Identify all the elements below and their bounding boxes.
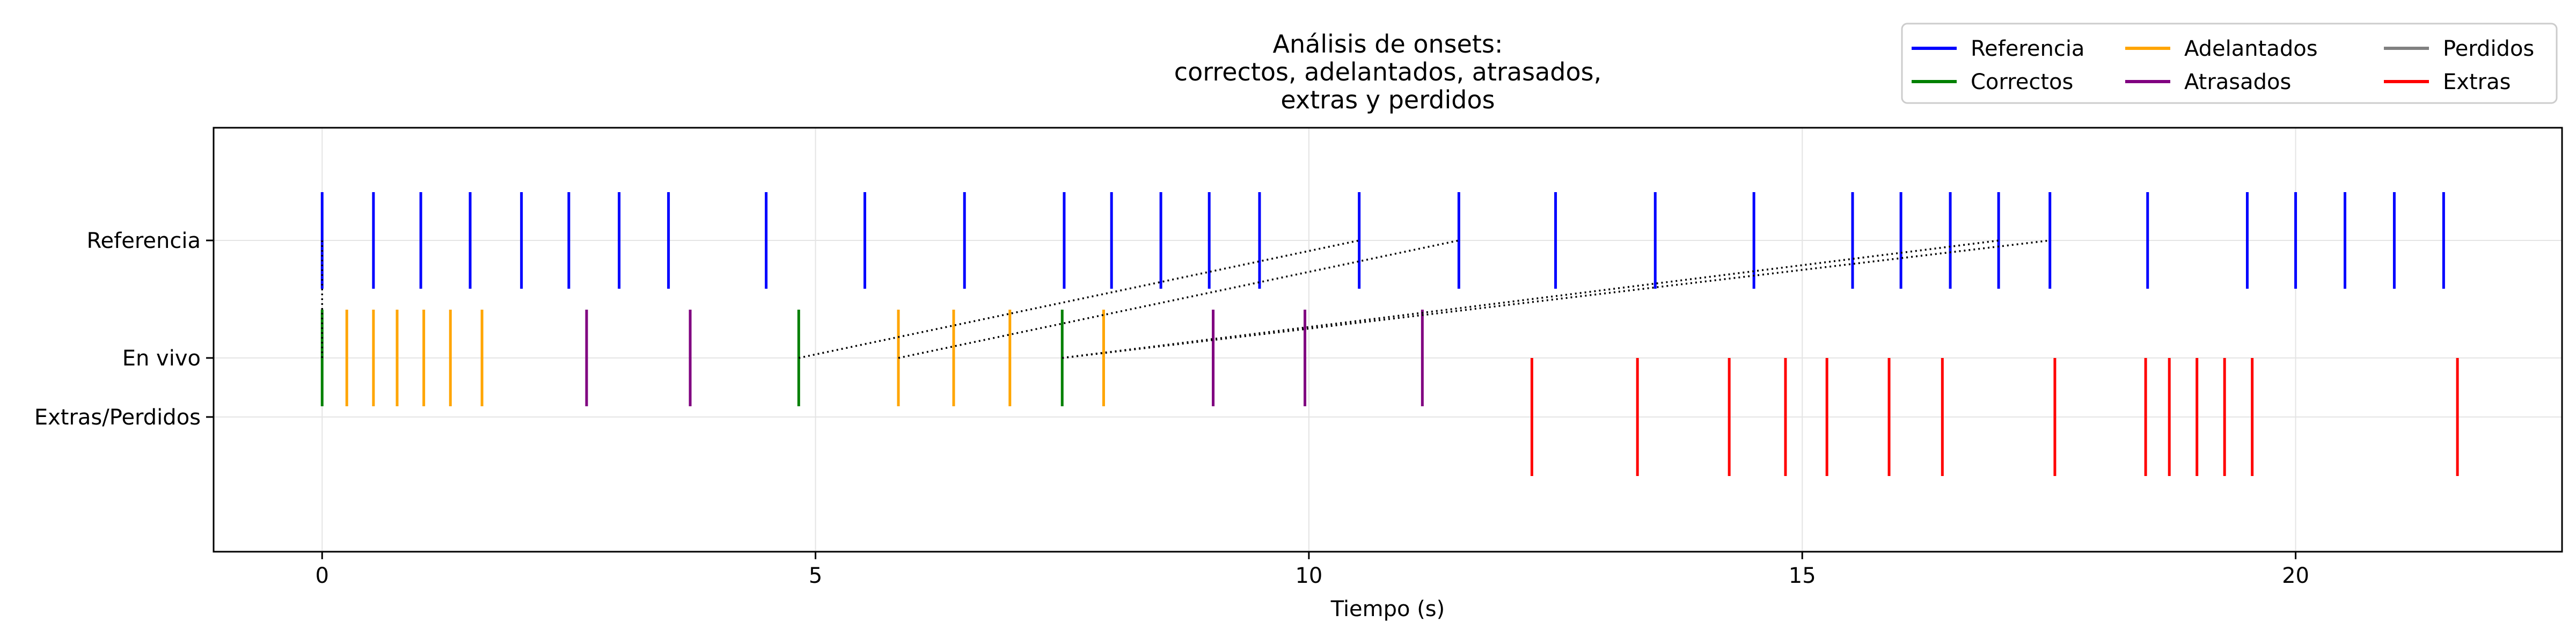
x-axis-label: Tiempo (s) <box>1330 597 1445 621</box>
x-tick-label: 15 <box>1789 564 1816 588</box>
y-tick-label: Extras/Perdidos <box>34 405 201 430</box>
legend-label: Atrasados <box>2184 70 2291 94</box>
chart-title-line: correctos, adelantados, atrasados, <box>1174 57 1601 86</box>
match-connector <box>898 239 1459 359</box>
x-tick-label: 5 <box>809 564 822 588</box>
y-tick-label: En vivo <box>122 346 201 371</box>
y-axis: Referencia En vivo Extras/Perdidos <box>34 229 214 430</box>
x-tick-label: 20 <box>2282 564 2309 588</box>
reference-series <box>320 192 2445 289</box>
chart-title-line: Análisis de onsets: <box>1273 30 1503 58</box>
x-tick-label: 10 <box>1295 564 1322 588</box>
x-tick-label: 0 <box>316 564 329 588</box>
chart-title: Análisis de onsets:correctos, adelantado… <box>1174 30 1601 114</box>
legend-label: Extras <box>2443 70 2511 94</box>
late-series <box>585 310 1424 406</box>
legend-label: Adelantados <box>2184 36 2318 61</box>
legend-label: Referencia <box>1971 36 2084 61</box>
plot-area <box>214 128 2562 552</box>
legend-label: Perdidos <box>2443 36 2534 61</box>
legend: Referencia Correctos Adelantados Atrasados P… <box>1901 23 2558 104</box>
legend-label: Correctos <box>1971 70 2073 94</box>
chart-title-line: extras y perdidos <box>1280 85 1495 114</box>
plot-frame <box>213 127 2563 553</box>
extra-series <box>1530 358 2459 476</box>
match-connectors <box>321 239 2050 359</box>
y-tick-label: Referencia <box>87 229 201 253</box>
x-axis: 0 5 10 15 20 <box>316 552 2309 588</box>
match-connector <box>1062 239 2050 359</box>
match-connector <box>798 239 1360 359</box>
